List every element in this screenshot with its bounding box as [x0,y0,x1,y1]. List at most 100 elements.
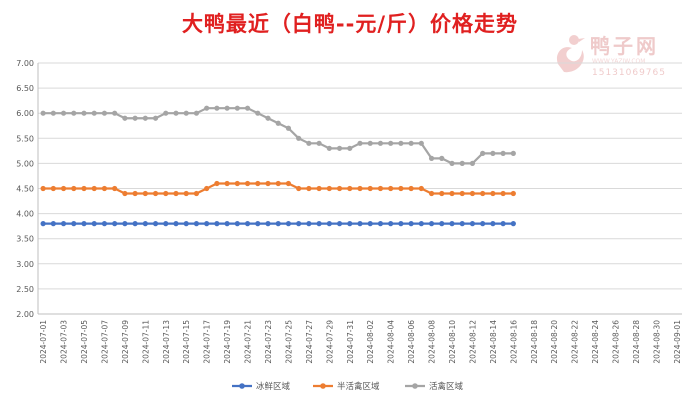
data-point [40,110,46,116]
logo-phone: 15131069765 [592,68,666,78]
data-point [234,221,240,227]
x-tick-label: 2024-08-10 [448,320,457,364]
data-point [377,140,384,146]
x-tick-label: 2024-07-17 [203,320,212,364]
data-point [193,221,200,227]
data-point [439,221,445,227]
data-point [347,221,353,227]
data-point [204,185,210,192]
data-point [224,180,230,187]
data-point [132,221,138,227]
logo-name: 鸭子网 [590,34,659,58]
y-tick-label: 7.00 [16,59,34,68]
x-tick-label: 2024-07-25 [284,320,293,364]
y-tick-label: 6.00 [16,109,34,118]
data-point [142,115,148,121]
data-point [480,150,486,156]
data-point [81,110,87,116]
data-point [91,185,97,192]
data-point [326,145,332,151]
data-point [40,185,46,192]
data-point [469,160,476,166]
legend-label: 冰鲜区域 [256,381,291,392]
data-point [347,145,353,151]
data-point [112,221,118,227]
data-point [244,180,251,187]
x-tick-label: 2024-08-28 [632,320,641,364]
data-point [316,221,322,227]
data-point [163,110,169,116]
data-point [183,110,189,116]
data-point [377,221,384,227]
x-tick-label: 2024-07-21 [244,320,253,364]
data-point [367,185,373,192]
data-point [244,221,251,227]
data-point [388,140,394,146]
x-tick-label: 2024-07-07 [100,320,109,364]
data-point [183,221,189,227]
legend-swatch-marker [412,383,418,389]
data-point [122,115,128,121]
data-point [265,180,271,187]
data-point [408,221,414,227]
x-tick-label: 2024-07-27 [305,320,314,364]
data-point [469,221,476,227]
legend-swatch-marker [320,383,326,389]
data-point [265,115,271,121]
data-point [204,221,210,227]
y-tick-label: 3.00 [16,260,34,269]
data-point [357,185,363,192]
data-point [152,115,159,121]
legend-label: 半活禽区域 [337,381,380,392]
data-point [214,180,220,187]
data-point [418,185,424,192]
data-point [193,110,200,116]
x-tick-label: 2024-07-29 [325,320,334,364]
duck-logo-icon [556,35,585,73]
data-point [275,180,281,187]
data-point [418,221,424,227]
data-point [510,190,516,197]
data-point [490,221,496,227]
data-point [183,190,189,197]
data-point [357,140,363,146]
data-point [60,221,67,227]
y-tick-label: 3.50 [16,235,34,244]
x-tick-label: 2024-08-06 [407,320,416,364]
data-point [234,105,240,111]
data-point [224,221,230,227]
data-point [480,221,486,227]
y-tick-label: 6.50 [16,84,34,93]
data-point [275,120,281,126]
x-tick-label: 2024-08-08 [428,320,437,364]
x-tick-label: 2024-08-20 [550,320,559,364]
x-tick-label: 2024-07-09 [121,320,130,364]
data-point [388,185,394,192]
x-tick-label: 2024-08-14 [489,320,498,364]
data-point [439,155,445,161]
data-point [336,185,343,192]
data-point [306,185,312,192]
data-point [71,221,77,227]
data-point [142,221,148,227]
logo-url: WWW.YAZIW.COM [592,58,646,65]
data-point [449,160,455,166]
chart-title: 大鸭最近（白鸭--元/斤）价格走势 [181,12,519,36]
data-point [357,221,363,227]
data-point [500,190,506,197]
data-point [408,185,414,192]
data-point [398,185,404,192]
data-point [173,190,179,197]
data-point [490,150,496,156]
data-point [132,115,138,121]
data-point [306,140,312,146]
data-point [336,145,343,151]
data-point [408,140,414,146]
data-point [316,140,322,146]
data-point [275,221,281,227]
data-point [510,150,516,156]
data-point [306,221,312,227]
data-point [122,221,128,227]
data-point [296,135,302,141]
